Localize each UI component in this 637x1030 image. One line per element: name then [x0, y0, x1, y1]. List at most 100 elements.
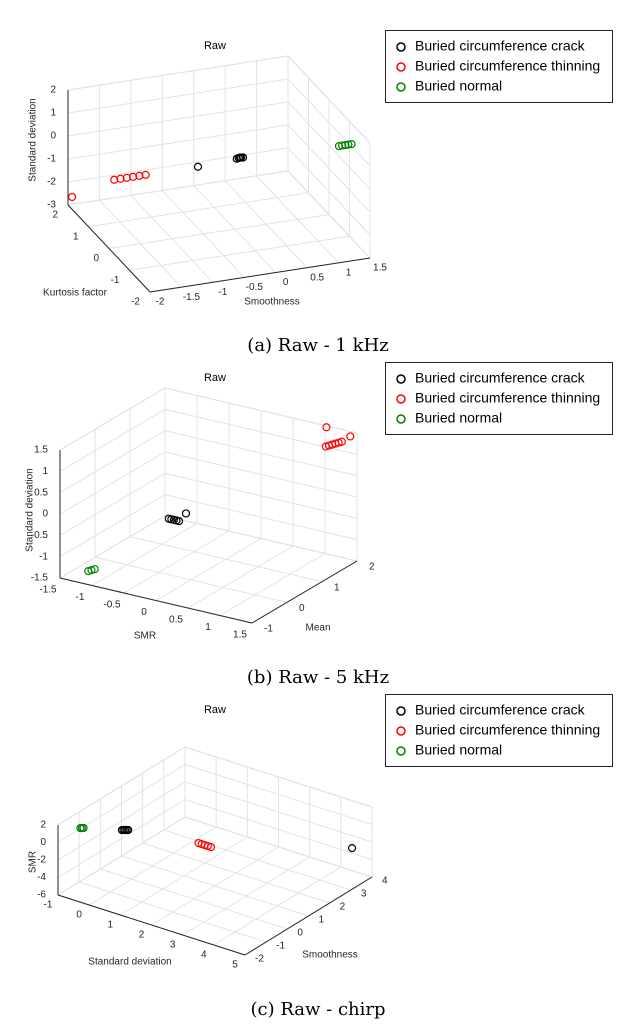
data-point — [334, 141, 344, 151]
z-tick-label: 0 — [50, 131, 56, 142]
legend-marker — [396, 706, 406, 716]
grid-line — [91, 523, 198, 586]
data-point — [90, 565, 99, 574]
x-tick-label: 0.5 — [310, 272, 324, 283]
x-tick-label: -1 — [218, 287, 227, 298]
x-axis-line — [59, 577, 253, 624]
grid-line — [59, 451, 166, 515]
x-tick-label: 5 — [232, 960, 238, 971]
y-tick-label: 2 — [340, 902, 346, 913]
x-tick-label: 1 — [108, 920, 114, 931]
grid-line — [164, 472, 358, 519]
data-point — [116, 174, 125, 183]
grid-line — [123, 530, 230, 594]
z-tick-label: 2 — [40, 820, 46, 831]
caption: (b) Raw - 5 kHz — [247, 667, 389, 688]
z-tick-label: -4 — [37, 872, 46, 883]
z-tick-label: -0.5 — [31, 530, 49, 541]
data-point — [344, 140, 353, 149]
x-tick-label: -1.5 — [183, 292, 201, 303]
z-tick-label: -6 — [37, 890, 46, 901]
grid-line — [67, 124, 289, 160]
grid-line — [67, 147, 289, 183]
grid-line — [79, 881, 267, 943]
grid-line — [108, 214, 330, 249]
x-tick-label: -1 — [44, 900, 53, 911]
grid-line — [184, 799, 373, 860]
legend-marker — [396, 726, 406, 736]
legend-label: Buried circumference thinning — [415, 722, 600, 738]
x-tick-label: 3 — [170, 940, 176, 951]
grid-line — [59, 408, 166, 472]
data-point — [338, 141, 347, 150]
legend-label: Buried circumference thinning — [415, 390, 600, 406]
z-tick-label: -1 — [39, 551, 48, 562]
grid-line — [164, 408, 358, 455]
data-point — [122, 173, 131, 182]
legend-marker — [396, 374, 406, 384]
legend-marker — [396, 42, 406, 52]
z-tick-label: 0 — [40, 837, 46, 848]
y-tick-label: 2 — [52, 210, 58, 221]
x-tick-label: 2 — [139, 930, 145, 941]
grid-line — [59, 430, 166, 494]
chart-title: Raw — [204, 372, 226, 384]
y-tick-label: 3 — [361, 889, 367, 900]
data-point — [341, 140, 350, 150]
data-point — [129, 172, 138, 181]
x-axis-label: SMR — [134, 631, 156, 642]
grid-line — [287, 147, 371, 236]
legend-label: Buried normal — [415, 410, 502, 426]
data-point — [193, 162, 203, 171]
grid-line — [88, 192, 309, 228]
data-point — [79, 823, 88, 833]
y-tick-label: -1 — [264, 624, 273, 635]
y-tick-label: 0 — [299, 603, 305, 614]
z-axis-label: Standard deviation — [28, 98, 39, 181]
grid-line — [184, 781, 373, 843]
data-point — [322, 423, 331, 432]
x-axis-line — [57, 894, 246, 956]
y-tick-label: -2 — [131, 297, 140, 308]
caption: (a) Raw - 1 kHz — [247, 335, 388, 356]
grid-line — [59, 387, 166, 451]
z-tick-label: 0 — [42, 509, 48, 520]
x-tick-label: -1 — [76, 592, 85, 603]
chart-title: Raw — [204, 40, 226, 52]
grid-line — [57, 816, 186, 896]
data-point — [238, 153, 248, 162]
x-tick-label: 1.5 — [373, 263, 387, 274]
grid-line — [287, 124, 371, 213]
z-axis-label: Standard deviation — [25, 468, 36, 551]
grid-line — [129, 235, 350, 271]
y-tick-label: 1 — [334, 582, 340, 593]
x-tick-label: 1 — [346, 267, 352, 278]
legend-box — [385, 362, 613, 435]
x-axis-line — [149, 257, 371, 293]
grid-line — [164, 387, 358, 434]
grid-line — [67, 101, 289, 137]
data-point — [124, 825, 133, 835]
legend-label: Buried circumference crack — [415, 38, 586, 54]
caption: (c) Raw - chirp — [250, 999, 385, 1020]
grid-line — [94, 556, 288, 603]
legend-label: Buried normal — [415, 78, 502, 94]
legend-label: Buried normal — [415, 742, 502, 758]
grid-line — [57, 781, 186, 861]
data-point — [337, 437, 346, 446]
grid-line — [57, 746, 186, 826]
grid-line — [164, 515, 358, 562]
y-tick-label: 1 — [319, 915, 325, 926]
grid-line — [164, 494, 358, 541]
x-tick-label: 4 — [201, 950, 207, 961]
grid-line — [67, 55, 289, 91]
z-tick-label: -1.5 — [31, 573, 49, 584]
z-tick-label: 1.5 — [34, 445, 48, 456]
grid-line — [184, 746, 373, 808]
data-point — [174, 517, 184, 526]
x-tick-label: -0.5 — [246, 282, 264, 293]
x-tick-label: 1 — [205, 622, 211, 633]
grid-line — [184, 816, 373, 878]
legend-marker — [396, 394, 406, 404]
